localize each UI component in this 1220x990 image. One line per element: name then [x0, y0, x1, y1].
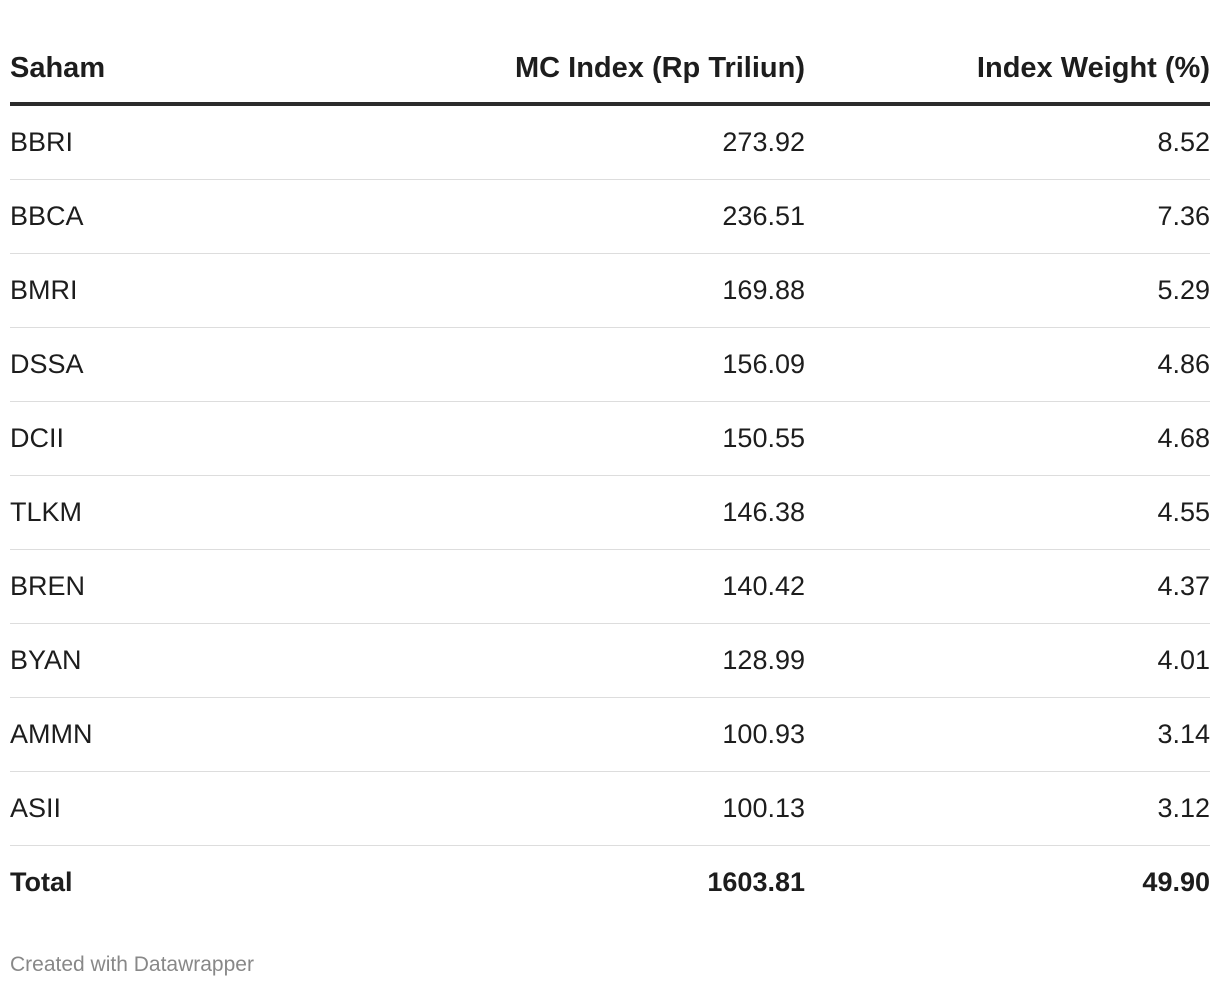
cell-saham: AMMN [10, 697, 410, 772]
cell-weight: 3.14 [805, 697, 1210, 772]
cell-saham: ASII [10, 771, 410, 846]
cell-weight: 4.01 [805, 623, 1210, 698]
cell-weight: 4.37 [805, 549, 1210, 624]
table-row: DCII 150.55 4.68 [10, 401, 1210, 476]
cell-mc-index: 100.13 [410, 771, 805, 846]
cell-mc-index: 100.93 [410, 697, 805, 772]
total-label: Total [10, 867, 73, 897]
cell-mc-index: 156.09 [410, 327, 805, 402]
cell-weight: 4.55 [805, 475, 1210, 550]
cell-weight: 4.68 [805, 401, 1210, 476]
header-mc-index[interactable]: MC Index (Rp Triliun) [410, 40, 805, 106]
cell-saham: BBCA [10, 179, 410, 254]
cell-saham: BREN [10, 549, 410, 624]
table-row: TLKM 146.38 4.55 [10, 475, 1210, 550]
table-row: BREN 140.42 4.37 [10, 549, 1210, 624]
cell-mc-index: 140.42 [410, 549, 805, 624]
cell-saham: DSSA [10, 327, 410, 402]
datawrapper-credit[interactable]: Created with Datawrapper [10, 953, 254, 976]
cell-mc-index: 236.51 [410, 179, 805, 254]
cell-saham: BYAN [10, 623, 410, 698]
cell-mc-index: 169.88 [410, 253, 805, 328]
cell-weight: 3.12 [805, 771, 1210, 846]
cell-weight: 5.29 [805, 253, 1210, 328]
cell-mc-index: 128.99 [410, 623, 805, 698]
header-saham[interactable]: Saham [10, 40, 410, 106]
cell-weight: 8.52 [805, 104, 1210, 180]
table-row: AMMN 100.93 3.14 [10, 697, 1210, 772]
table-row: DSSA 156.09 4.86 [10, 327, 1210, 402]
cell-mc-index: 150.55 [410, 401, 805, 476]
data-table-container: Saham MC Index (Rp Triliun) Index Weight… [10, 40, 1210, 919]
table-row: ASII 100.13 3.12 [10, 771, 1210, 846]
table-row: BBCA 236.51 7.36 [10, 179, 1210, 254]
total-row: Total 1603.81 49.90 [10, 846, 1210, 920]
stock-weight-table: Saham MC Index (Rp Triliun) Index Weight… [10, 40, 1210, 919]
total-weight: 49.90 [1142, 867, 1210, 897]
cell-mc-index: 146.38 [410, 475, 805, 550]
cell-mc-index: 273.92 [410, 104, 805, 180]
cell-weight: 7.36 [805, 179, 1210, 254]
cell-weight: 4.86 [805, 327, 1210, 402]
header-index-weight[interactable]: Index Weight (%) [805, 40, 1210, 106]
cell-saham: BMRI [10, 253, 410, 328]
cell-saham: BBRI [10, 104, 410, 180]
table-row: BYAN 128.99 4.01 [10, 623, 1210, 698]
total-mc-index: 1603.81 [707, 867, 805, 897]
table-header-row: Saham MC Index (Rp Triliun) Index Weight… [10, 40, 1210, 106]
table-row: BBRI 273.92 8.52 [10, 104, 1210, 180]
table-body: BBRI 273.92 8.52 BBCA 236.51 7.36 BMRI 169.88 5.… [10, 104, 1210, 919]
table-row: BMRI 169.88 5.29 [10, 253, 1210, 328]
cell-saham: DCII [10, 401, 410, 476]
cell-saham: TLKM [10, 475, 410, 550]
